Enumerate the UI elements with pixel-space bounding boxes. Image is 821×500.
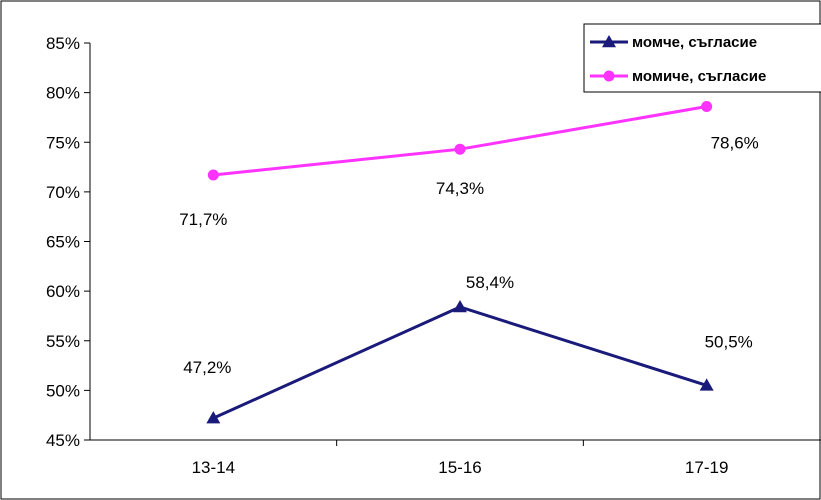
- data-point: [453, 300, 467, 313]
- x-tick-label: 13-14: [192, 458, 235, 477]
- y-tick-label: 50%: [46, 381, 80, 400]
- y-tick-label: 70%: [46, 183, 80, 202]
- data-label: 58,4%: [466, 273, 514, 292]
- y-tick-label: 75%: [46, 133, 80, 152]
- axes: 45% 50% 55% 60% 65% 70% 75% 80% 85% 13-14 15-16 17-…: [46, 34, 821, 477]
- data-label: 74,3%: [436, 179, 484, 198]
- data-labels: 47,2% 58,4% 50,5% 71,7% 74,3% 78,6%: [179, 134, 759, 378]
- legend-swatch-marker: [602, 35, 616, 48]
- y-tick-label: 65%: [46, 233, 80, 252]
- data-point: [701, 101, 713, 113]
- y-tick-label: 85%: [46, 34, 80, 53]
- legend-swatch-marker: [603, 70, 615, 82]
- legend: момче, съгласие момиче, съгласие: [583, 23, 821, 93]
- legend-box: [583, 23, 821, 93]
- data-label: 71,7%: [179, 210, 227, 229]
- legend-entry: момиче, съгласие: [632, 68, 766, 85]
- series-layer: [206, 101, 714, 424]
- data-label: 78,6%: [711, 134, 759, 153]
- data-point: [699, 378, 714, 391]
- data-point: [207, 169, 219, 181]
- legend-entry: момче, съгласие: [632, 34, 757, 51]
- x-tick-label: 15-16: [438, 458, 481, 477]
- data-point: [454, 143, 466, 155]
- data-label: 47,2%: [183, 358, 231, 377]
- y-tick-label: 80%: [46, 84, 80, 103]
- y-tick-label: 45%: [46, 431, 80, 450]
- x-tick-label: 17-19: [685, 458, 728, 477]
- data-label: 50,5%: [705, 332, 753, 351]
- y-tick-label: 60%: [46, 282, 80, 301]
- y-tick-label: 55%: [46, 332, 80, 351]
- data-point: [206, 411, 221, 424]
